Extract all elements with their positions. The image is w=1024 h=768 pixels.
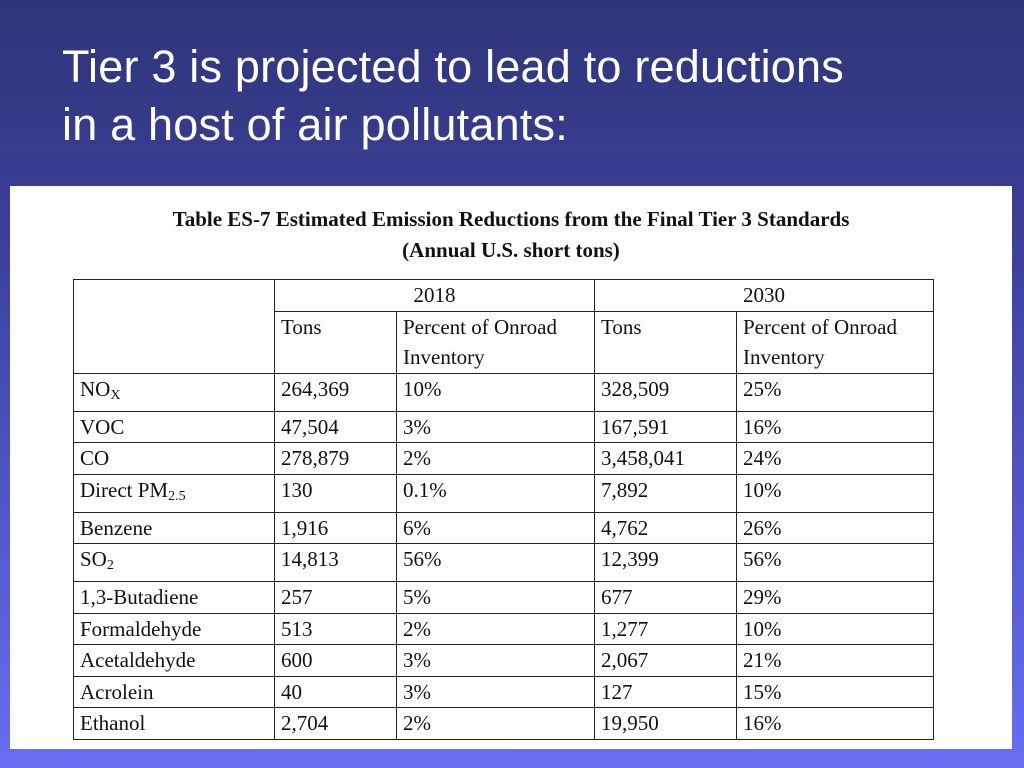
tons-2018-cell: 130 — [274, 473, 397, 513]
percent-2030-cell: 56% — [736, 543, 934, 582]
table-body: NOX 264,369 10% 328,509 25% VOC 47,504 3% 167,59… — [73, 372, 934, 740]
table-row: Direct PM2.5 130 0.1% 7,892 10% — [73, 473, 934, 513]
pollutant-name: SO — [80, 547, 107, 571]
tons-2018-cell: 264,369 — [274, 372, 397, 412]
tons-2030-cell: 19,950 — [594, 707, 737, 740]
pollutant-name: Direct PM — [80, 477, 169, 502]
pollutant-name: Formaldehyde — [80, 616, 202, 641]
pollutant-name: Benzene — [80, 515, 153, 540]
pollutant-name-cell: Benzene — [73, 511, 275, 544]
pollutant-name-cell: Ethanol — [73, 707, 275, 740]
subheader-percent-2030: Percent of Onroad Inventory — [736, 310, 934, 374]
tons-2030-cell: 7,892 — [594, 473, 737, 513]
percent-2030-cell: 25% — [736, 372, 934, 412]
tons-2018-cell: 257 — [274, 581, 397, 614]
pollutant-subscript: X — [110, 387, 121, 403]
tons-2018-cell: 278,879 — [274, 442, 397, 475]
table-row: 1,3-Butadiene 257 5% 677 29% — [73, 581, 934, 614]
percent-2018-cell: 3% — [396, 675, 595, 708]
tons-2030-cell: 2,067 — [594, 644, 737, 677]
pollutant-name-cell: Acetaldehyde — [73, 644, 275, 677]
pollutant-name: CO — [80, 446, 110, 470]
table-row: Formaldehyde 513 2% 1,277 10% — [73, 612, 934, 645]
slide-title-line-1: Tier 3 is projected to lead to reduction… — [62, 41, 844, 92]
pollutant-name: 1,3-Butadiene — [80, 585, 199, 609]
table-row: Ethanol 2,704 2% 19,950 16% — [73, 707, 934, 740]
table-caption-line-1: Table ES-7 Estimated Emission Reductions… — [172, 207, 850, 231]
percent-2018-cell: 10% — [396, 372, 595, 412]
pollutant-name: Ethanol — [80, 711, 146, 735]
percent-2018-cell: 0.1% — [396, 473, 595, 513]
table-image-panel: Table ES-7 Estimated Emission Reductions… — [10, 186, 1012, 749]
subheader-tons-2018: Tons — [274, 310, 397, 374]
table-row: Benzene 1,916 6% 4,762 26% — [73, 511, 934, 544]
tons-2030-cell: 167,591 — [594, 410, 737, 443]
pollutant-name-cell: Acrolein — [73, 675, 275, 708]
percent-2030-cell: 16% — [736, 410, 934, 443]
tons-2018-cell: 600 — [274, 644, 397, 677]
tons-2018-cell: 2,704 — [274, 707, 397, 740]
pollutant-subscript: 2 — [106, 558, 114, 573]
year-header-2030: 2030 — [594, 279, 934, 312]
pollutant-name: Acetaldehyde — [80, 648, 196, 672]
tons-2018-cell: 47,504 — [274, 410, 397, 443]
pollutant-name-cell: VOC — [73, 410, 275, 443]
tons-2018-cell: 1,916 — [274, 511, 397, 544]
year-header-row: 2018 2030 — [73, 279, 934, 374]
percent-2030-cell: 10% — [736, 612, 934, 645]
slide-title-line-2: in a host of air pollutants: — [62, 99, 568, 150]
percent-2030-cell: 21% — [736, 644, 934, 677]
table-row: VOC 47,504 3% 167,591 16% — [73, 410, 934, 443]
table-row: Acetaldehyde 600 3% 2,067 21% — [73, 644, 934, 677]
tons-2030-cell: 677 — [594, 581, 737, 614]
percent-2018-cell: 2% — [396, 707, 595, 740]
pollutant-name-cell: 1,3-Butadiene — [73, 581, 275, 614]
subheader-row: Tons Percent of Onroad Inventory Tons Pe… — [74, 310, 934, 374]
percent-2030-cell: 29% — [736, 581, 934, 614]
pollutant-name-cell: Formaldehyde — [73, 612, 275, 645]
table-row: Acrolein 40 3% 127 15% — [73, 675, 934, 708]
table-caption: Table ES-7 Estimated Emission Reductions… — [10, 204, 1012, 266]
tons-2030-cell: 3,458,041 — [594, 442, 737, 475]
percent-2030-cell: 15% — [736, 675, 934, 708]
pollutant-name: VOC — [80, 414, 125, 439]
table-row: CO 278,879 2% 3,458,041 24% — [73, 442, 934, 475]
percent-2030-cell: 10% — [736, 473, 934, 513]
pollutant-name-cell: NOX — [73, 372, 275, 412]
year-header-2018: 2018 — [274, 279, 595, 312]
table-row: NOX 264,369 10% 328,509 25% — [73, 372, 934, 412]
percent-2018-cell: 3% — [396, 410, 595, 443]
percent-2018-cell: 56% — [396, 543, 595, 582]
pollutant-name-cell: CO — [73, 442, 275, 475]
pollutant-subscript: 2.5 — [168, 488, 186, 504]
subheader-tons-2030: Tons — [594, 310, 737, 374]
tons-2030-cell: 4,762 — [594, 511, 737, 544]
tons-2018-cell: 14,813 — [274, 543, 397, 582]
percent-2030-cell: 16% — [736, 707, 934, 740]
percent-2018-cell: 6% — [396, 511, 595, 544]
emission-reductions-table: 2018 2030 Tons Percent of Onroad Invento… — [73, 279, 934, 740]
percent-2030-cell: 24% — [736, 442, 934, 475]
tons-2030-cell: 127 — [594, 675, 737, 708]
percent-2030-cell: 26% — [736, 511, 934, 544]
tons-2018-cell: 40 — [274, 675, 397, 708]
percent-2018-cell: 2% — [396, 442, 595, 475]
tons-2018-cell: 513 — [274, 612, 397, 645]
tons-2030-cell: 328,509 — [594, 372, 737, 412]
pollutant-name-cell: Direct PM2.5 — [73, 473, 275, 513]
subheader-percent-2018: Percent of Onroad Inventory — [396, 310, 595, 374]
percent-2018-cell: 5% — [396, 581, 595, 614]
pollutant-name: Acrolein — [80, 679, 154, 704]
slide-title: Tier 3 is projected to lead to reduction… — [62, 38, 1002, 154]
table-caption-line-2: (Annual U.S. short tons) — [402, 238, 620, 262]
percent-2018-cell: 2% — [396, 612, 595, 645]
pollutant-name-cell: SO2 — [73, 543, 275, 582]
tons-2030-cell: 1,277 — [594, 612, 737, 645]
pollutant-header-blank — [73, 279, 275, 374]
table-row: SO2 14,813 56% 12,399 56% — [73, 543, 934, 582]
percent-2018-cell: 3% — [396, 644, 595, 677]
tons-2030-cell: 12,399 — [594, 543, 737, 582]
pollutant-name: NO — [80, 376, 111, 401]
